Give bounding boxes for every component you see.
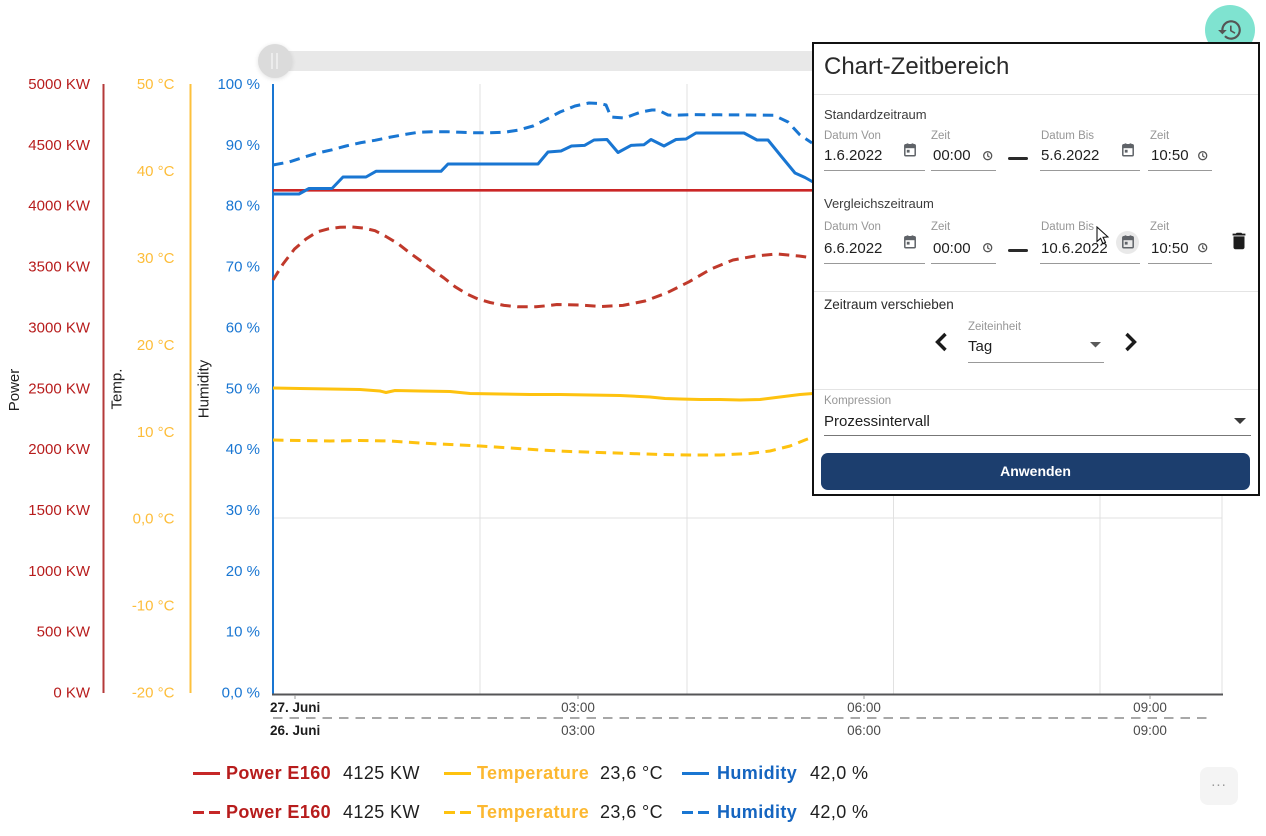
svg-text:27. Juni: 27. Juni [270, 700, 320, 715]
svg-text:06:00: 06:00 [847, 723, 881, 738]
svg-text:Humidity: Humidity [196, 359, 213, 418]
svg-text:4500 KW: 4500 KW [28, 137, 91, 154]
svg-text:40 %: 40 % [226, 441, 260, 458]
svg-text:-20 °C: -20 °C [132, 685, 175, 702]
svg-text:Temp.: Temp. [109, 369, 126, 410]
svg-text:10 %: 10 % [226, 624, 260, 641]
svg-text:20 °C: 20 °C [137, 337, 175, 354]
svg-text:30 %: 30 % [226, 502, 260, 519]
svg-text:1000 KW: 1000 KW [28, 563, 91, 580]
svg-text:90 %: 90 % [226, 137, 260, 154]
svg-text:09:00: 09:00 [1133, 700, 1167, 715]
svg-text:0,0 °C: 0,0 °C [133, 511, 175, 528]
svg-text:2500 KW: 2500 KW [28, 380, 91, 397]
svg-text:0 KW: 0 KW [53, 685, 91, 702]
svg-text:30 °C: 30 °C [137, 250, 175, 267]
svg-text:09:00: 09:00 [1133, 723, 1167, 738]
svg-text:1500 KW: 1500 KW [28, 502, 91, 519]
svg-text:03:00: 03:00 [561, 700, 595, 715]
svg-text:Power: Power [6, 369, 23, 412]
svg-text:3000 KW: 3000 KW [28, 319, 91, 336]
svg-text:5000 KW: 5000 KW [28, 76, 91, 93]
svg-text:20 %: 20 % [226, 563, 260, 580]
svg-text:26. Juni: 26. Juni [270, 723, 320, 738]
svg-text:60 %: 60 % [226, 319, 260, 336]
svg-text:3500 KW: 3500 KW [28, 259, 91, 276]
svg-text:70 %: 70 % [226, 259, 260, 276]
svg-text:06:00: 06:00 [847, 700, 881, 715]
svg-text:-10 °C: -10 °C [132, 598, 175, 615]
svg-text:80 %: 80 % [226, 198, 260, 215]
svg-text:50 °C: 50 °C [137, 76, 175, 93]
svg-text:500 KW: 500 KW [37, 624, 91, 641]
svg-text:50 %: 50 % [226, 380, 260, 397]
svg-text:40 °C: 40 °C [137, 163, 175, 180]
svg-text:10 °C: 10 °C [137, 424, 175, 441]
svg-text:2000 KW: 2000 KW [28, 441, 91, 458]
svg-text:4000 KW: 4000 KW [28, 198, 91, 215]
svg-text:100 %: 100 % [217, 76, 260, 93]
svg-text:0,0 %: 0,0 % [222, 685, 260, 702]
svg-text:03:00: 03:00 [561, 723, 595, 738]
